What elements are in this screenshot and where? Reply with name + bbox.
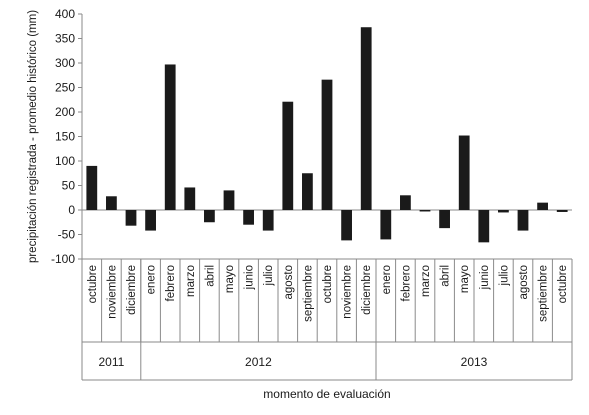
group-label: 2011 [98, 355, 124, 369]
category-label: febrero [400, 265, 412, 301]
bar [321, 79, 333, 210]
bar [478, 210, 490, 243]
y-tick-label: -50 [58, 228, 76, 242]
bar [223, 190, 235, 210]
category-label: agosto [283, 265, 295, 300]
category-label: mayo [224, 265, 236, 293]
y-tick-label: 300 [55, 56, 75, 70]
category-label: febrero [165, 265, 177, 301]
y-tick-label: 350 [55, 32, 75, 46]
y-tick-label: 200 [55, 105, 75, 119]
category-label: septiembre [538, 265, 550, 322]
y-tick-label: 100 [55, 154, 75, 168]
category-label: agosto [518, 265, 530, 300]
category-label: abril [440, 265, 452, 287]
bar [204, 210, 215, 223]
bar [341, 210, 352, 241]
bar [145, 210, 156, 231]
category-label: octubre [557, 265, 569, 303]
bar [282, 101, 294, 210]
bar [419, 210, 431, 212]
bar [106, 196, 117, 210]
category-label: julio [498, 265, 510, 286]
category-label: julio [263, 265, 275, 286]
category-label: mayo [459, 265, 471, 293]
bar [125, 210, 137, 226]
group-label: 2013 [461, 355, 488, 369]
bar [556, 210, 568, 212]
bar [302, 173, 313, 210]
bar [498, 210, 509, 213]
category-label: septiembre [302, 265, 314, 322]
bar [262, 210, 274, 231]
y-tick-label: -100 [51, 252, 75, 266]
bar [164, 64, 176, 210]
y-tick-label: 0 [68, 203, 75, 217]
y-axis-label: precipitación registrada - promedio hist… [27, 10, 39, 263]
y-tick-label: 400 [55, 7, 75, 21]
category-label: diciembre [126, 265, 138, 315]
category-label: enero [381, 265, 393, 294]
category-label: junio [244, 265, 256, 290]
category-label: noviembre [342, 265, 354, 319]
bar [243, 210, 254, 225]
bar [517, 210, 529, 231]
bar [458, 135, 470, 210]
x-axis-label: momento de evaluación [263, 387, 390, 401]
bar [86, 165, 98, 210]
y-tick-label: 250 [55, 81, 75, 95]
bar [537, 202, 548, 210]
bar [184, 187, 196, 210]
category-label: octubre [322, 265, 334, 303]
bar [380, 210, 392, 240]
category-label: diciembre [361, 265, 373, 315]
category-label: marzo [185, 265, 197, 297]
category-label: noviembre [106, 265, 118, 319]
bar [439, 210, 450, 229]
y-tick-label: 150 [55, 130, 75, 144]
group-label: 2012 [245, 355, 272, 369]
category-label: abril [204, 265, 216, 287]
y-tick-label: 50 [62, 179, 76, 193]
category-label: octubre [87, 265, 99, 303]
bar [360, 27, 372, 211]
category-label: marzo [420, 265, 432, 297]
category-label: enero [146, 265, 158, 294]
bar [400, 195, 411, 210]
category-label: junio [479, 265, 491, 290]
